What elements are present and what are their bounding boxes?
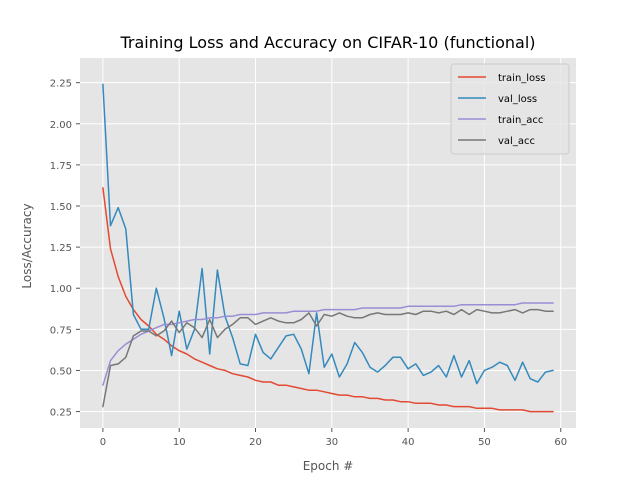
series-line-val-acc — [102, 308, 554, 408]
legend-label-train-acc: train_acc — [498, 115, 543, 126]
x-tick-label: 30 — [325, 437, 338, 448]
legend-label-val-acc: val_acc — [498, 136, 535, 147]
chart-title: Training Loss and Accuracy on CIFAR-10 (… — [119, 33, 535, 52]
series-line-train-acc — [102, 302, 554, 386]
y-axis-label: Loss/Accuracy — [20, 203, 34, 288]
y-tick-label: 2.25 — [50, 79, 72, 90]
y-tick-label: 1.50 — [50, 202, 72, 213]
y-tick-label: 1.00 — [50, 284, 72, 295]
legend-label-train-loss: train_loss — [498, 73, 546, 84]
x-tick-label: 0 — [100, 437, 106, 448]
y-tick-label: 2.00 — [50, 120, 72, 131]
series-line-val-loss — [102, 83, 554, 385]
axis-ticks: 0 10 20 30 40 50 60 0.25 0.50 0.75 1.00 1.25 1.50 1.7… — [50, 79, 567, 448]
x-tick-label: 20 — [249, 437, 262, 448]
x-tick-label: 60 — [554, 437, 567, 448]
y-tick-label: 1.75 — [50, 161, 72, 172]
y-tick-label: 1.25 — [50, 243, 72, 254]
y-tick-label: 0.25 — [50, 408, 72, 419]
x-tick-label: 40 — [402, 437, 415, 448]
series-lines — [102, 83, 554, 413]
legend: train_loss val_loss train_acc val_acc — [450, 63, 570, 155]
x-tick-label: 10 — [173, 437, 186, 448]
legend-label-val-loss: val_loss — [498, 94, 537, 105]
x-tick-label: 50 — [478, 437, 491, 448]
x-axis-label: Epoch # — [303, 459, 354, 473]
legend-box — [450, 63, 570, 155]
y-tick-label: 0.50 — [50, 366, 72, 377]
y-tick-label: 0.75 — [50, 325, 72, 336]
series-line-train-loss — [102, 187, 554, 413]
